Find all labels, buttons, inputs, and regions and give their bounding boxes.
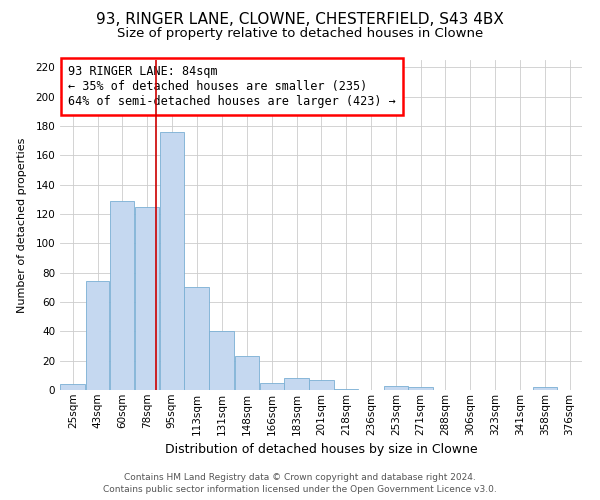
Bar xyxy=(135,206,159,390)
Text: 93, RINGER LANE, CLOWNE, CHESTERFIELD, S43 4BX: 93, RINGER LANE, CLOWNE, CHESTERFIELD, S… xyxy=(96,12,504,28)
Bar xyxy=(260,382,284,390)
Text: Contains HM Land Registry data © Crown copyright and database right 2024.
Contai: Contains HM Land Registry data © Crown c… xyxy=(103,472,497,494)
Bar xyxy=(209,332,234,390)
Text: Size of property relative to detached houses in Clowne: Size of property relative to detached ho… xyxy=(117,28,483,40)
Bar xyxy=(160,132,184,390)
Bar xyxy=(86,282,109,390)
Bar xyxy=(409,387,433,390)
Bar xyxy=(383,386,408,390)
Bar xyxy=(184,288,209,390)
Bar xyxy=(235,356,259,390)
Bar xyxy=(60,384,85,390)
Bar xyxy=(334,388,358,390)
Bar xyxy=(309,380,334,390)
Bar xyxy=(110,201,134,390)
Y-axis label: Number of detached properties: Number of detached properties xyxy=(17,138,27,312)
Bar xyxy=(533,387,557,390)
X-axis label: Distribution of detached houses by size in Clowne: Distribution of detached houses by size … xyxy=(164,443,478,456)
Text: 93 RINGER LANE: 84sqm
← 35% of detached houses are smaller (235)
64% of semi-det: 93 RINGER LANE: 84sqm ← 35% of detached … xyxy=(68,65,395,108)
Bar xyxy=(284,378,308,390)
